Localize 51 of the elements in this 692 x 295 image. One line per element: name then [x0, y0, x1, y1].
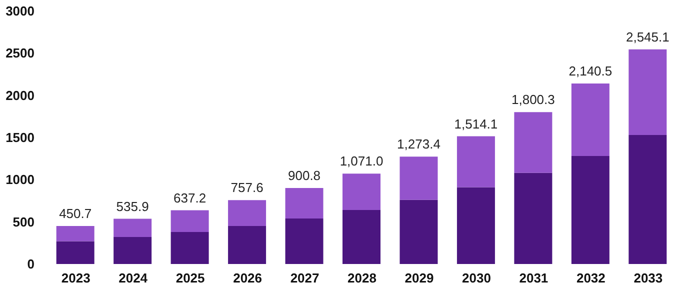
bar	[170, 232, 209, 264]
bar	[56, 241, 94, 264]
x-tick-label: 2033	[634, 270, 663, 286]
x-tick-label: 2023	[61, 270, 90, 286]
bar	[456, 136, 495, 188]
total-label: 637.2	[174, 190, 206, 206]
total-label: 2,140.5	[568, 63, 612, 78]
x-tick-label: 2032	[576, 270, 606, 286]
bar	[400, 200, 438, 264]
x-tick-label: 2031	[519, 270, 548, 286]
bar	[400, 156, 438, 200]
total-label: 1,514.1	[454, 116, 498, 132]
bar	[114, 237, 152, 264]
y-tick-label: 2000	[6, 88, 34, 103]
total-label: 1,273.4	[397, 136, 440, 152]
bar	[56, 226, 94, 242]
bar	[571, 83, 610, 156]
bar	[228, 226, 266, 264]
total-label: 450.7	[59, 206, 92, 221]
y-tick-label: 500	[12, 214, 34, 230]
bar	[342, 210, 380, 264]
bar	[514, 172, 552, 264]
bar	[228, 200, 266, 226]
bar	[114, 218, 152, 238]
total-label: 1,071.0	[340, 154, 384, 169]
x-tick-label: 2030	[462, 270, 491, 286]
x-tick-label: 2029	[404, 270, 434, 286]
y-tick-label: 3000	[6, 4, 34, 18]
y-tick-label: 2500	[6, 46, 34, 61]
total-label: 1,800.3	[512, 92, 555, 108]
x-tick-label: 2027	[290, 270, 320, 286]
bar	[456, 187, 495, 264]
bar	[170, 210, 209, 232]
total-label: 2,545.1	[626, 29, 670, 44]
y-tick-label: 1500	[6, 130, 34, 145]
bar	[342, 174, 380, 210]
total-label: 757.6	[230, 180, 264, 196]
x-tick-label: 2028	[348, 270, 376, 286]
y-tick-label: 0	[27, 256, 34, 272]
total-label: 900.8	[288, 168, 321, 184]
x-tick-label: 2026	[233, 270, 262, 286]
bar	[628, 134, 667, 264]
x-tick-label: 2024	[118, 270, 148, 286]
x-tick-label: 2025	[176, 270, 205, 286]
total-label: 535.9	[116, 198, 149, 214]
bar	[285, 188, 324, 218]
bar	[285, 218, 324, 264]
bar	[571, 156, 610, 264]
bar	[628, 49, 667, 135]
y-tick-label: 1000	[6, 172, 34, 188]
bar	[514, 112, 552, 173]
